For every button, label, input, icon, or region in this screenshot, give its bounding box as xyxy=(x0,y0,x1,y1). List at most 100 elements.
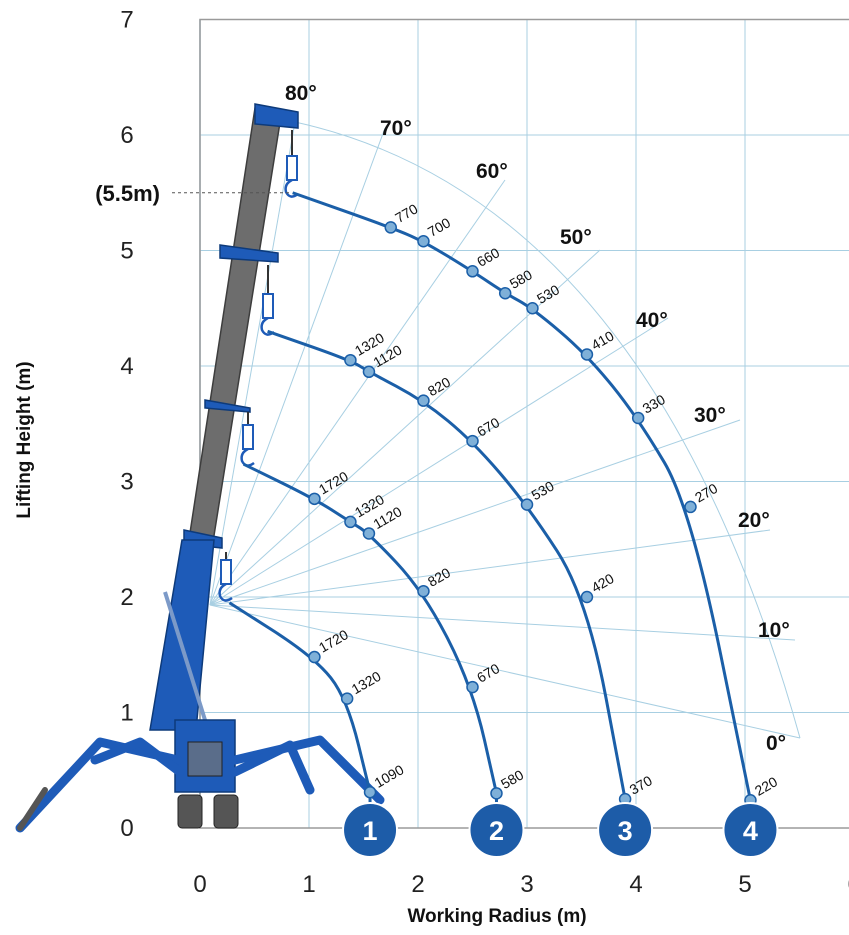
outrigger-right-front xyxy=(230,740,315,795)
boom-head xyxy=(254,103,299,129)
load-point xyxy=(344,353,357,367)
track-left xyxy=(177,794,203,829)
x-tick-label: 6 xyxy=(847,871,849,898)
point-capacity-label: 670 xyxy=(474,660,502,686)
angle-ray xyxy=(209,604,796,641)
load-curve-1 xyxy=(228,601,372,828)
angle-ray xyxy=(209,127,386,606)
track-right xyxy=(213,794,239,829)
crane-column xyxy=(149,539,215,731)
point-capacity-label: 770 xyxy=(392,200,420,226)
load-point xyxy=(363,785,377,799)
point-capacity-label: 660 xyxy=(474,244,502,270)
hook-block xyxy=(286,155,298,181)
angle-label: 30° xyxy=(694,404,726,427)
outrigger-foot xyxy=(17,787,48,831)
series-badge-4 xyxy=(722,802,779,858)
series-badges: 1 2 3 4 xyxy=(342,802,779,858)
point-capacity-label: 220 xyxy=(752,773,780,799)
point-capacity-label: 700 xyxy=(425,214,453,240)
boom-head xyxy=(204,399,251,413)
angle-ray xyxy=(209,121,296,606)
angle-ray xyxy=(209,317,669,606)
angle-label: 0° xyxy=(766,732,786,755)
load-curves xyxy=(228,191,752,828)
load-point xyxy=(490,787,503,800)
load-point xyxy=(417,235,430,248)
load-point xyxy=(684,500,697,514)
hook-block xyxy=(242,424,254,450)
angle-ray xyxy=(209,179,506,606)
point-capacity-label: 820 xyxy=(425,374,453,400)
outer-arc xyxy=(294,121,801,739)
x-tick-label: 1 xyxy=(302,871,315,898)
y-tick-label: 1 xyxy=(120,700,133,727)
x-axis-title: Working Radius (m) xyxy=(407,906,586,927)
y-tick-label: 7 xyxy=(120,7,133,34)
point-capacity-label: 370 xyxy=(627,772,655,798)
load-curve-4 xyxy=(292,191,752,828)
x-tick-label: 2 xyxy=(411,871,424,898)
series-badge-2 xyxy=(468,802,525,858)
load-point xyxy=(466,680,479,694)
y-tick-label: 2 xyxy=(120,584,133,611)
load-point xyxy=(362,365,376,379)
series-badge-label: 4 xyxy=(743,816,758,846)
load-point xyxy=(580,348,594,361)
outrigger-left-front xyxy=(90,737,185,777)
load-point xyxy=(631,411,645,425)
point-capacity-label: 1090 xyxy=(372,761,407,791)
angle-ray xyxy=(209,529,771,606)
load-point xyxy=(308,650,321,664)
load-point xyxy=(498,286,512,300)
point-capacity-label: 410 xyxy=(588,327,616,353)
point-labels: 1090132017205806708201120132017203704205… xyxy=(316,200,780,799)
point-capacity-label: 330 xyxy=(640,391,668,417)
series-badge-label: 2 xyxy=(489,816,504,846)
load-point xyxy=(526,302,539,315)
load-point xyxy=(520,498,534,511)
load-point xyxy=(417,394,430,407)
point-capacity-label: 270 xyxy=(692,480,720,506)
point-capacity-label: 580 xyxy=(498,766,526,792)
series-badge-label: 1 xyxy=(363,816,378,846)
series-badge-label: 3 xyxy=(618,816,633,846)
angle-ray xyxy=(209,604,801,739)
load-point xyxy=(362,527,376,540)
point-capacity-label: 670 xyxy=(474,414,502,440)
hydraulic-ram xyxy=(163,591,207,721)
series-badge-1 xyxy=(342,802,399,858)
y-tick-label: 0 xyxy=(120,815,133,842)
x-tick-label: 4 xyxy=(629,871,642,898)
angle-label: 10° xyxy=(758,619,790,642)
load-point xyxy=(340,692,354,705)
hook xyxy=(240,447,255,467)
angle-labels: 80° 70° 60° 50° 40° 30° 20° 10° 0° xyxy=(285,82,790,755)
point-capacity-label: 530 xyxy=(534,281,562,307)
load-point xyxy=(580,590,594,604)
x-tick-label: 5 xyxy=(738,871,751,898)
load-point xyxy=(384,221,397,234)
boom-head xyxy=(219,244,279,263)
point-capacity-label: 420 xyxy=(588,570,616,596)
load-point xyxy=(417,584,430,598)
angle-label: 80° xyxy=(285,82,317,105)
angle-label: 20° xyxy=(738,509,770,532)
angle-ray xyxy=(209,419,741,606)
x-tick-label: 3 xyxy=(520,871,533,898)
load-point xyxy=(466,434,479,448)
angle-label: 40° xyxy=(636,309,668,332)
load-curve-2 xyxy=(242,462,498,828)
y-tick-label: 3 xyxy=(120,469,133,496)
angle-label: 50° xyxy=(560,226,592,249)
series-badge-3 xyxy=(597,802,654,858)
axis-ticks: 012345601234567 xyxy=(120,7,849,899)
point-capacity-label: 1320 xyxy=(349,668,384,698)
load-point xyxy=(466,265,479,278)
angle-label: 60° xyxy=(476,160,508,183)
grid xyxy=(199,18,849,829)
y-tick-label: 4 xyxy=(120,353,133,380)
y-tick-label: 6 xyxy=(120,122,133,149)
